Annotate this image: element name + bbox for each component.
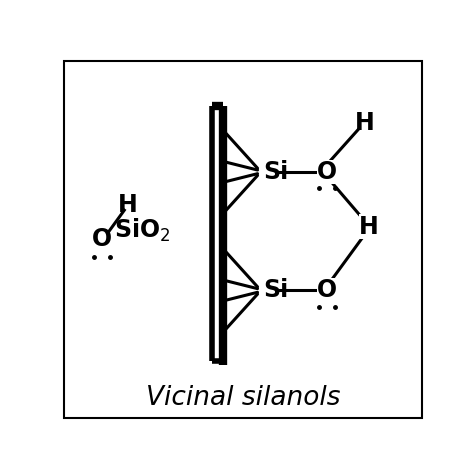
Text: SiO$_2$: SiO$_2$ [114,217,170,244]
Text: Si: Si [263,160,288,184]
Text: O: O [317,160,337,184]
Text: Vicinal silanols: Vicinal silanols [146,385,340,411]
Text: H: H [356,110,375,135]
Text: O: O [317,278,337,302]
Text: H: H [118,193,138,217]
Text: O: O [92,228,112,251]
Bar [213,106,222,361]
Text: Si: Si [263,278,288,302]
Text: H: H [359,215,379,238]
